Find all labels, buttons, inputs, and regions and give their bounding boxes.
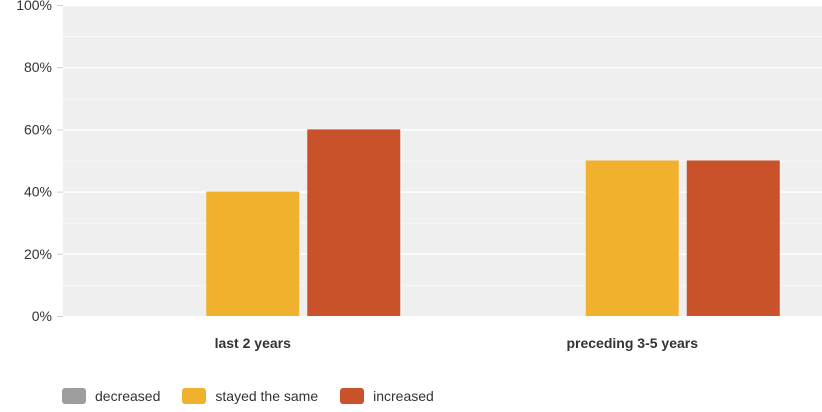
bar-stayed-the-same[interactable] (206, 191, 300, 316)
y-tick-label: 60% (24, 121, 52, 137)
x-axis: last 2 years preceding 3-5 years (215, 335, 699, 351)
x-category-label: preceding 3-5 years (566, 335, 698, 351)
bar-stayed-the-same[interactable] (585, 160, 679, 317)
y-tick-label: 20% (24, 246, 52, 262)
legend-swatch-stayed-the-same (182, 388, 207, 404)
x-category-label: last 2 years (215, 335, 291, 351)
legend-label-stayed-the-same: stayed the same (215, 388, 319, 404)
y-tick-label: 0% (32, 308, 52, 324)
y-axis: 0% 20% 40% 60% 80% 100% (16, 0, 63, 324)
bar-increased[interactable] (307, 129, 401, 316)
y-tick-label: 100% (16, 0, 52, 13)
legend-label-increased: increased (373, 388, 434, 404)
legend-swatch-increased (340, 388, 365, 404)
legend-item-stayed-the-same[interactable]: stayed the same (182, 388, 318, 404)
legend-item-decreased[interactable]: decreased (62, 388, 160, 404)
legend-swatch-decreased (62, 388, 86, 404)
bars (206, 129, 780, 316)
bar-increased[interactable] (686, 160, 780, 317)
legend-label-decreased: decreased (95, 388, 161, 404)
y-tick-label: 80% (24, 59, 52, 75)
legend-item-increased[interactable]: increased (340, 388, 434, 404)
y-tick-label: 40% (24, 184, 52, 200)
legend: decreased stayed the same increased (62, 388, 456, 404)
